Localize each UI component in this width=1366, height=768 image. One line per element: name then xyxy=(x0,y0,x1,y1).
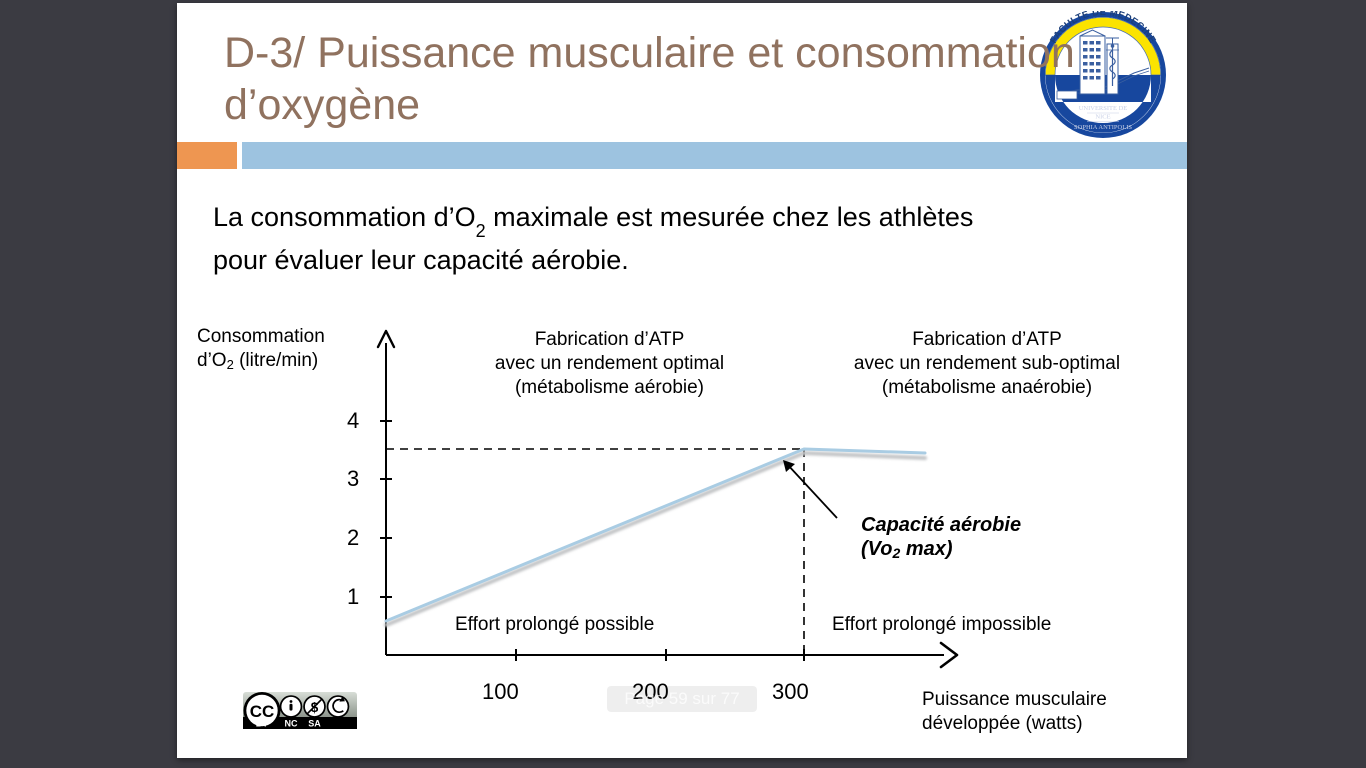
svg-text:SA: SA xyxy=(308,719,321,729)
svg-text:BY: BY xyxy=(256,719,269,729)
svg-text:$: $ xyxy=(311,700,319,715)
svg-text:NC: NC xyxy=(285,719,298,729)
